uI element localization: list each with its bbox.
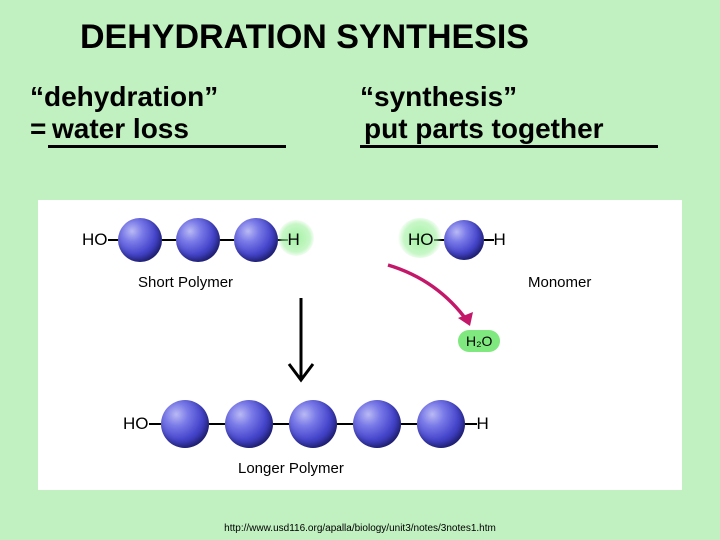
bond bbox=[209, 423, 225, 425]
longer-polymer-left-label: HO bbox=[123, 414, 149, 434]
definitions-row: “dehydration” =water loss “synthesis” pu… bbox=[0, 57, 720, 148]
monomer-chain: HO H bbox=[408, 220, 506, 260]
monomer-sphere bbox=[444, 220, 484, 260]
curve-arrow-icon bbox=[388, 265, 473, 326]
short-polymer-left-label: HO bbox=[82, 230, 108, 250]
polymer-sphere bbox=[289, 400, 337, 448]
short-polymer-right-label: H bbox=[288, 230, 300, 249]
polymer-sphere bbox=[234, 218, 278, 262]
citation: http://www.usd116.org/apalla/biology/uni… bbox=[0, 523, 720, 534]
dehydration-line: =water loss bbox=[30, 113, 360, 148]
dehydration-column: “dehydration” =water loss bbox=[30, 81, 360, 148]
short-polymer-caption: Short Polymer bbox=[138, 274, 233, 291]
synthesis-term: “synthesis” bbox=[360, 81, 700, 113]
diagram: HO H Short Polymer HO H Mo bbox=[38, 200, 682, 490]
bond bbox=[149, 423, 161, 425]
synthesis-column: “synthesis” put parts together bbox=[360, 81, 700, 148]
bond bbox=[465, 423, 477, 425]
bond bbox=[484, 239, 494, 241]
synthesis-line: put parts together bbox=[360, 113, 700, 148]
bond bbox=[220, 239, 234, 241]
page-title: DEHYDRATION SYNTHESIS bbox=[0, 0, 720, 57]
polymer-sphere bbox=[353, 400, 401, 448]
polymer-sphere bbox=[161, 400, 209, 448]
polymer-sphere bbox=[417, 400, 465, 448]
equals-sign: = bbox=[30, 113, 48, 145]
polymer-sphere bbox=[176, 218, 220, 262]
short-polymer-chain: HO H bbox=[82, 218, 300, 262]
longer-polymer-caption: Longer Polymer bbox=[238, 460, 344, 477]
longer-polymer-right-label: H bbox=[477, 414, 489, 434]
longer-polymer-chain: HO H bbox=[123, 400, 489, 448]
down-arrow-icon bbox=[289, 298, 313, 380]
monomer-caption: Monomer bbox=[528, 274, 591, 291]
bond bbox=[108, 239, 118, 241]
monomer-right-label: H bbox=[494, 230, 506, 250]
bond bbox=[337, 423, 353, 425]
bond bbox=[401, 423, 417, 425]
bond bbox=[273, 423, 289, 425]
bond bbox=[162, 239, 176, 241]
dehydration-term: “dehydration” bbox=[30, 81, 360, 113]
synthesis-answer: put parts together bbox=[360, 114, 658, 148]
polymer-sphere bbox=[118, 218, 162, 262]
dehydration-answer: water loss bbox=[48, 114, 286, 148]
polymer-sphere bbox=[225, 400, 273, 448]
monomer-left-label: HO bbox=[408, 230, 434, 249]
water-label: H₂O bbox=[458, 330, 500, 352]
